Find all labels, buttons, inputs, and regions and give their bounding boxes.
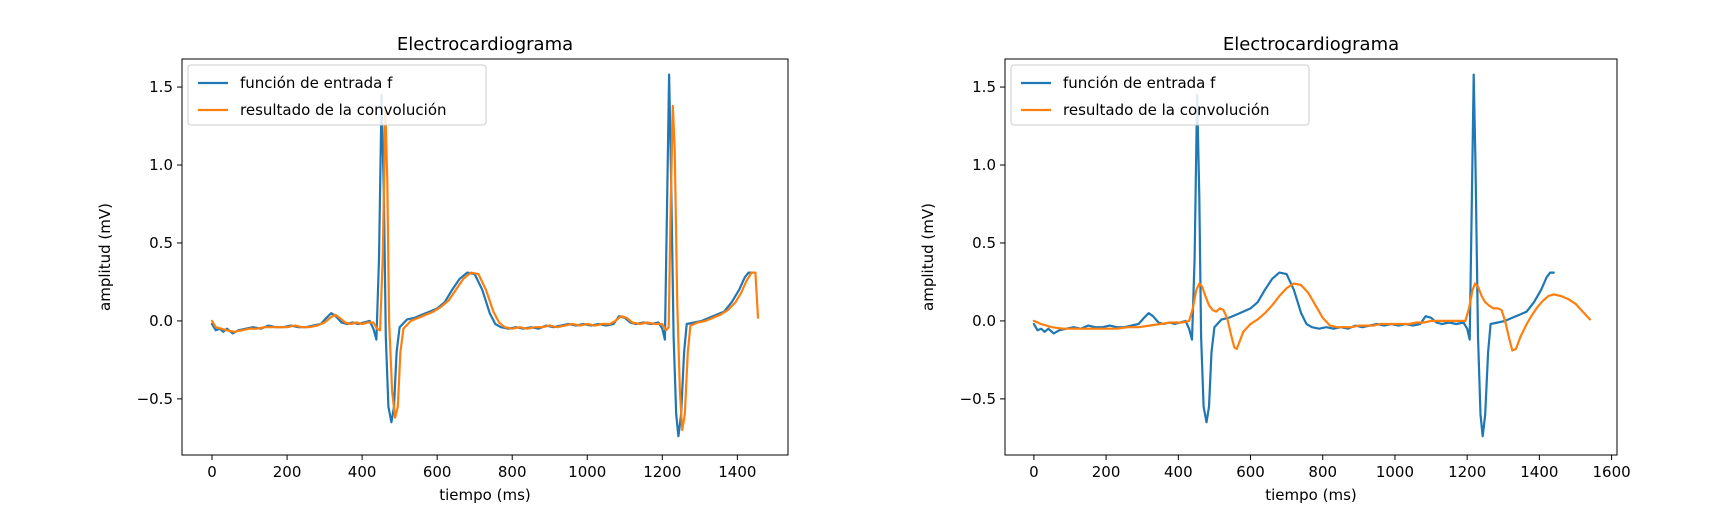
legend: función de entrada f resultado de la conv… (187, 64, 487, 126)
y-axis-label: amplitud (mV) (96, 203, 114, 311)
chart-2: 0 200 400 600 800 1000 1200 1400 1600 −0.5 0.0 0.5 1… (919, 34, 1631, 504)
chart-1: 0 200 400 600 800 1000 1200 1400 −0.5 0.0 0.5 1.0 1.… (96, 34, 789, 504)
x-tick-label: 400 (348, 463, 377, 481)
x-tick-label: 600 (423, 463, 452, 481)
y-tick-label: −0.5 (137, 390, 173, 408)
y-tick-label: −0.5 (960, 390, 996, 408)
x-tick-label: 1400 (1520, 463, 1558, 481)
legend-box (187, 64, 487, 126)
y-axis-label: amplitud (mV) (919, 203, 937, 311)
x-tick-label: 1200 (643, 463, 681, 481)
series-line-input (1032, 73, 1555, 438)
y-tick-label: 1.0 (972, 156, 996, 174)
x-tick-label: 1600 (1592, 463, 1630, 481)
x-tick-label: 1000 (568, 463, 606, 481)
chart-title: Electrocardiograma (397, 34, 573, 55)
x-tick-label: 1200 (1448, 463, 1486, 481)
x-tick-label: 600 (1236, 463, 1265, 481)
x-tick-label: 0 (1029, 463, 1039, 481)
legend-label: función de entrada f (240, 74, 393, 92)
axes-frame (181, 58, 789, 456)
y-tick-label: 0.0 (149, 312, 173, 330)
legend: función de entrada f resultado de la conv… (1010, 64, 1310, 126)
y-tick-label: 0.5 (972, 234, 996, 252)
series-line-convolution (1032, 282, 1591, 352)
legend-label: resultado de la convolución (1063, 101, 1270, 119)
x-tick-label: 200 (273, 463, 302, 481)
x-axis-label: tiempo (ms) (439, 486, 531, 504)
legend-label: función de entrada f (1063, 74, 1216, 92)
y-tick-label: 1.0 (149, 156, 173, 174)
y-tick-label: 0.0 (972, 312, 996, 330)
x-tick-label: 1000 (1376, 463, 1414, 481)
y-tick-label: 0.5 (149, 234, 173, 252)
chart-title: Electrocardiograma (1223, 34, 1399, 55)
x-axis-label: tiempo (ms) (1265, 486, 1357, 504)
x-tick-label: 1400 (718, 463, 756, 481)
y-tick-label: 1.5 (972, 78, 996, 96)
series-line-convolution (210, 104, 760, 432)
legend-label: resultado de la convolución (240, 101, 447, 119)
x-tick-label: 0 (207, 463, 217, 481)
y-tick-label: 1.5 (149, 78, 173, 96)
x-tick-label: 800 (1308, 463, 1337, 481)
axes-frame (1004, 58, 1618, 456)
x-tick-label: 400 (1164, 463, 1193, 481)
x-tick-label: 200 (1092, 463, 1121, 481)
x-tick-label: 800 (498, 463, 527, 481)
legend-box (1010, 64, 1310, 126)
